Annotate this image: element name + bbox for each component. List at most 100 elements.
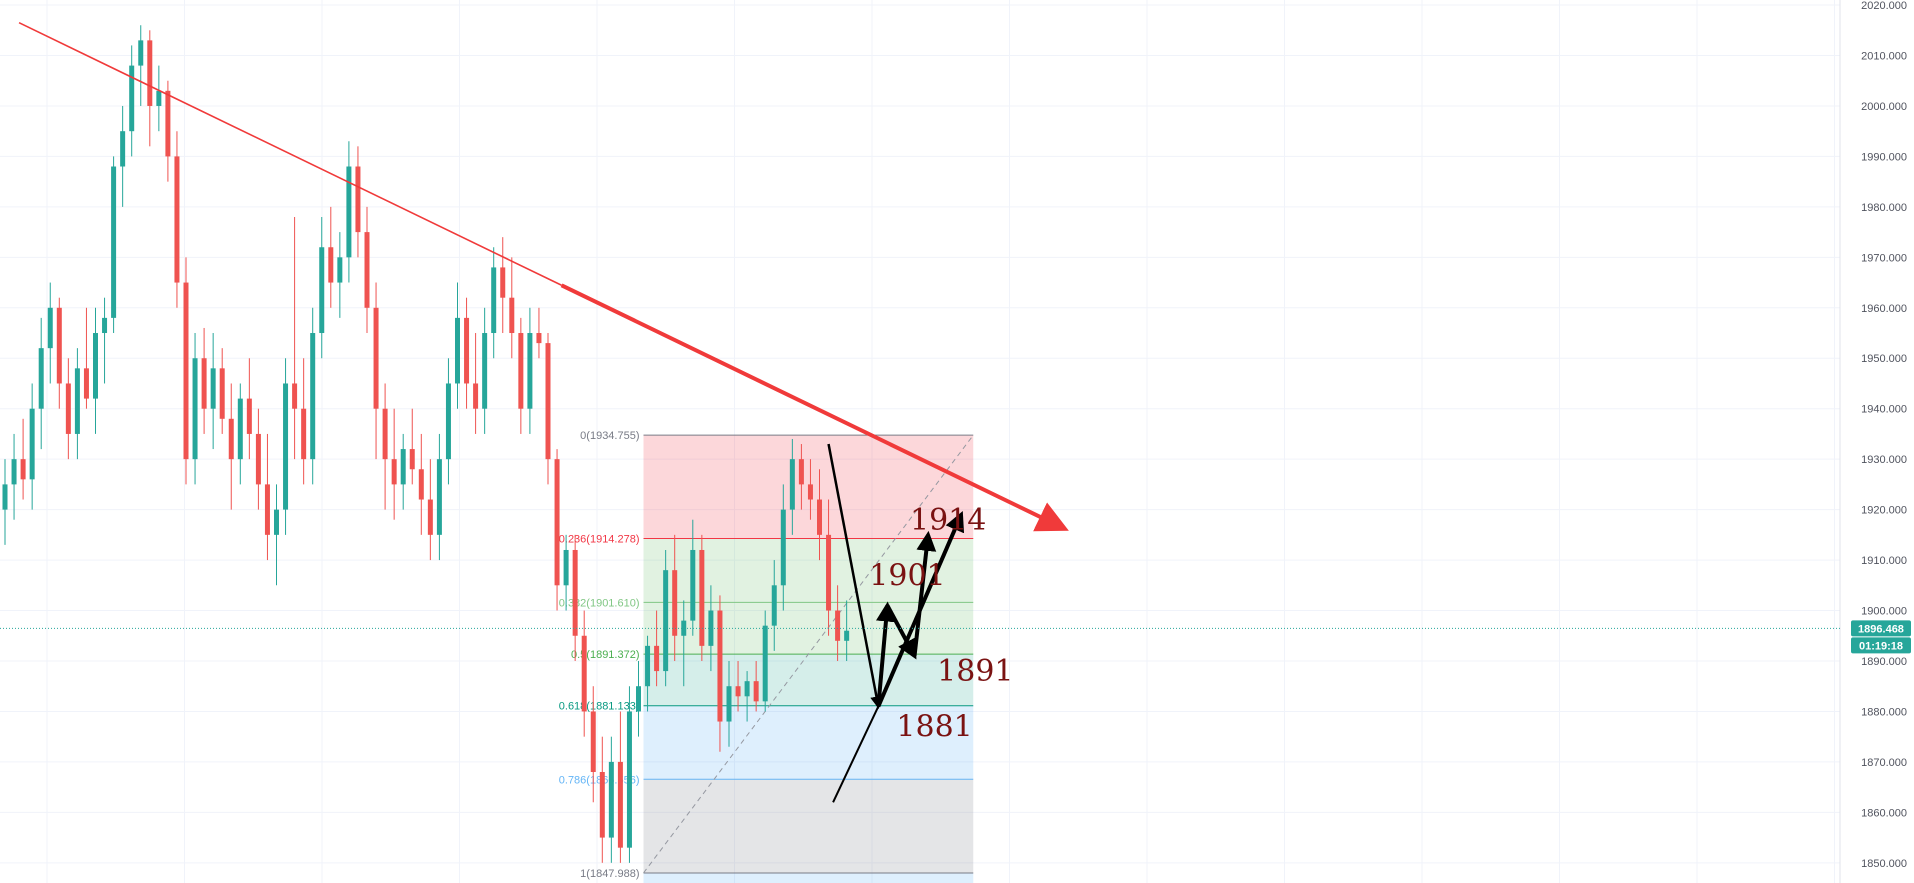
candle-body (482, 333, 488, 409)
candle-body (835, 610, 841, 641)
price-axis-background (1840, 0, 1914, 883)
candle-body (237, 398, 243, 460)
candle-body (337, 257, 343, 283)
candle-body (572, 549, 578, 636)
projection-arrow (827, 443, 883, 709)
candle-body (464, 317, 470, 384)
current-price-text: 1896.468 (1858, 623, 1904, 635)
y-axis-tick-label: 1870.000 (1861, 757, 1907, 769)
candle-body (174, 156, 180, 283)
candle-body (129, 65, 135, 132)
candle-body (74, 368, 80, 434)
candle-body (228, 418, 234, 460)
candle-body (400, 449, 406, 485)
fib-level-label: 0(1934.755) (580, 430, 639, 442)
y-axis-tick-label: 1920.000 (1861, 505, 1907, 517)
candle-body (826, 534, 832, 611)
y-axis-tick-label: 1850.000 (1861, 858, 1907, 870)
candle-body (518, 333, 524, 409)
candle-body (545, 343, 551, 460)
y-axis-tick-label: 1860.000 (1861, 807, 1907, 819)
candle-body (156, 90, 162, 106)
support-arrow (876, 510, 965, 708)
y-axis-tick-label: 1970.000 (1861, 252, 1907, 264)
candle-body (201, 358, 207, 409)
candle-body (364, 232, 370, 308)
fib-zone (643, 872, 974, 883)
candle-body (310, 333, 316, 460)
y-axis-tick-label: 2000.000 (1861, 101, 1907, 113)
candle-body (391, 459, 397, 485)
y-axis-tick-label: 1940.000 (1861, 404, 1907, 416)
candle-body (138, 40, 144, 66)
y-axis-tick-label: 1990.000 (1861, 151, 1907, 163)
candle-body (246, 398, 252, 434)
candle-body (735, 686, 741, 697)
fib-level-label: 1(1847.988) (580, 868, 639, 880)
candle-body (717, 610, 723, 722)
y-axis-tick-label: 1890.000 (1861, 656, 1907, 668)
candle-body (147, 40, 153, 106)
candle-body (626, 711, 632, 848)
candle-body (654, 645, 660, 672)
annotation-label: 1891 (937, 654, 1013, 689)
candle-body (726, 686, 732, 722)
candle-body (771, 585, 777, 626)
candle-body (509, 297, 515, 334)
candle-body (753, 681, 759, 702)
annotation-label: 1901 (869, 558, 945, 593)
candle-body (65, 383, 71, 434)
candle-body (274, 509, 279, 535)
candle-body (844, 630, 850, 641)
y-axis-tick-label: 2020.000 (1861, 0, 1907, 12)
fib-level-label: 0.618(1881.133) (559, 701, 640, 713)
candle-body (47, 307, 53, 349)
candle-body (681, 620, 687, 636)
candle-body (20, 459, 26, 480)
candle-body (500, 267, 506, 298)
candle-body (427, 499, 433, 535)
candle-body (491, 267, 497, 334)
candle-body (617, 761, 623, 848)
candle-body (762, 625, 768, 702)
candle-body (599, 771, 605, 838)
candle-body (38, 348, 44, 409)
annotations: 1914 1901 1891 1881 (869, 503, 1013, 745)
candle-body (418, 469, 424, 500)
fib-zone (643, 779, 974, 873)
support-line (832, 705, 880, 803)
candle-body (563, 549, 569, 586)
countdown-badge (1851, 637, 1911, 654)
candle-body (636, 686, 641, 712)
candle-body (219, 368, 225, 419)
candle-body (473, 383, 479, 409)
candle-body (744, 681, 750, 697)
fib-level-label: 0.382(1901.610) (559, 597, 640, 609)
candle-body (780, 509, 786, 586)
candle-body (120, 131, 126, 167)
candle-body (56, 307, 62, 384)
candle-body (346, 166, 352, 258)
candle-body (255, 433, 261, 485)
candle-body (11, 459, 17, 485)
candle-body (183, 282, 189, 460)
drawings (18, 21, 1069, 803)
y-axis-tick-label: 1980.000 (1861, 202, 1907, 214)
candle-body (807, 484, 813, 500)
candle-body (165, 90, 171, 157)
candle-body (292, 383, 298, 409)
candle-body (608, 761, 614, 838)
candle-body (455, 317, 460, 384)
candle-body (29, 408, 35, 480)
projection-arrow (912, 530, 937, 657)
candle-body (817, 499, 822, 535)
downtrend-arrow (560, 283, 1069, 532)
candle-body (690, 549, 696, 621)
candle-body (355, 166, 361, 233)
y-axis-tick-label: 1930.000 (1861, 454, 1907, 466)
candle-body (699, 549, 705, 646)
candle-body (581, 635, 587, 712)
candle-body (798, 459, 804, 485)
